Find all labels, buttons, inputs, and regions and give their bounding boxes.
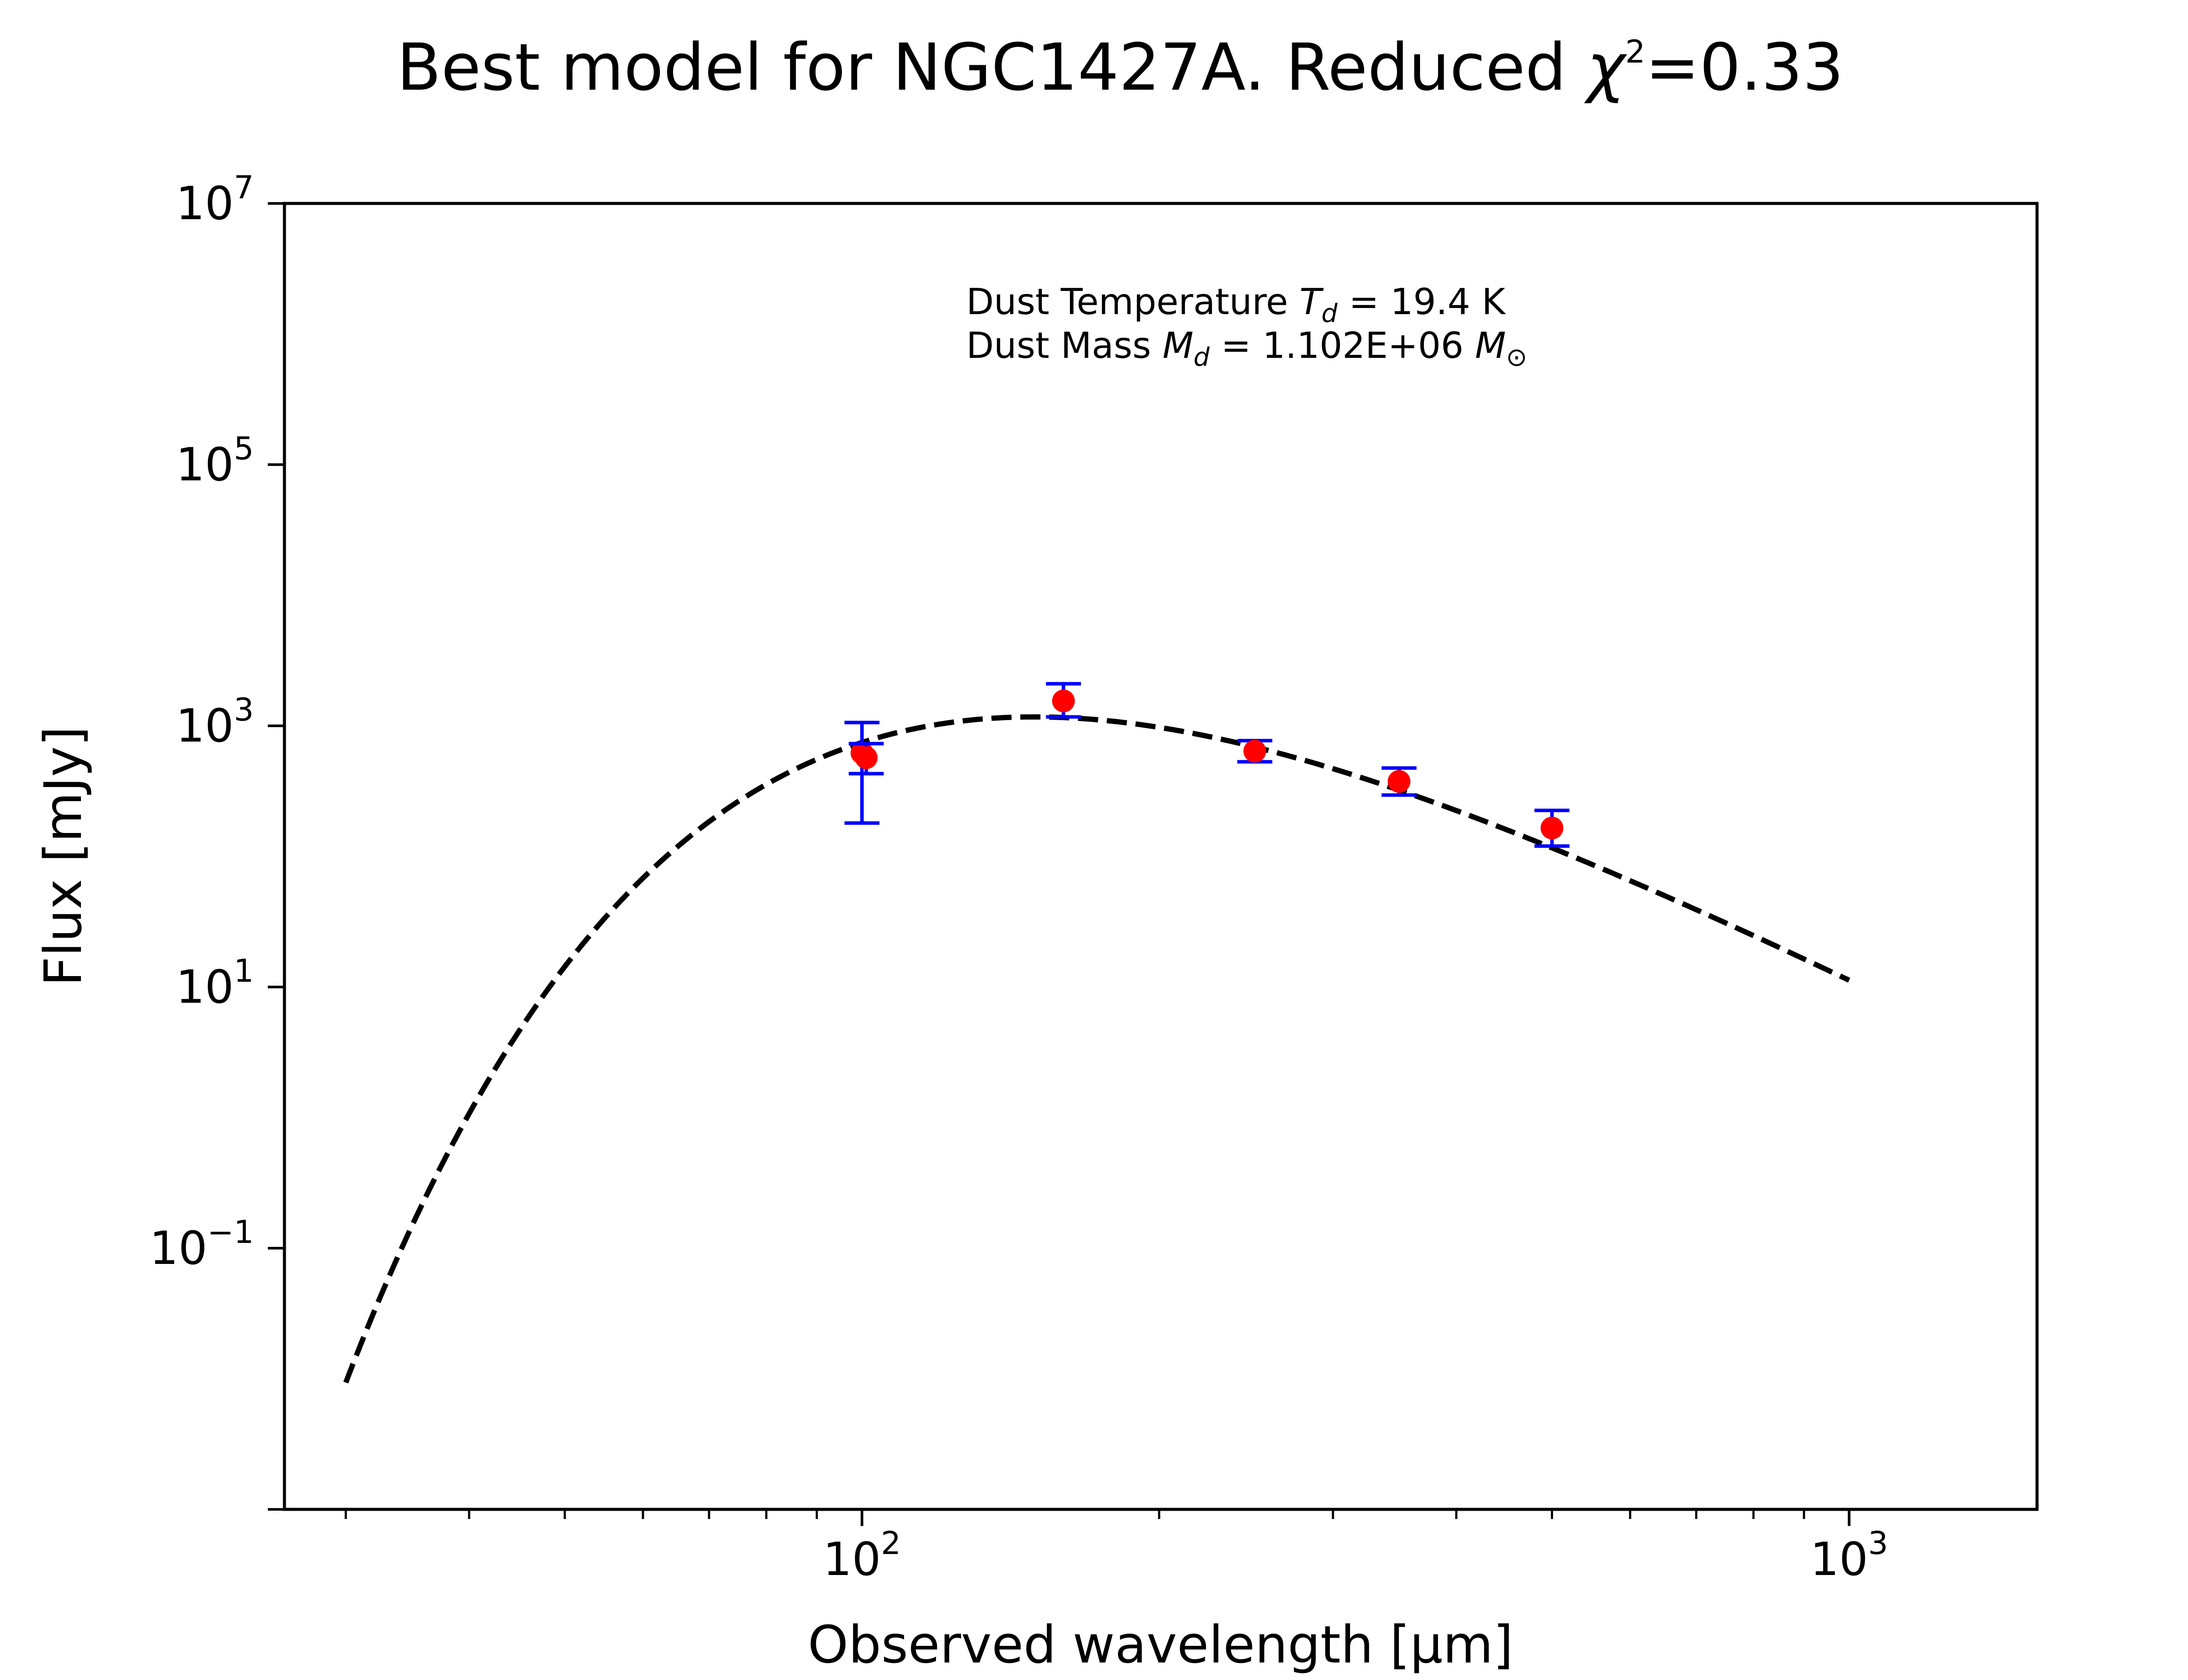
- plot-frame: [283, 202, 2039, 1511]
- x-axis-label: Observed wavelength [μm]: [808, 1614, 1513, 1675]
- y-tick-label: 101: [176, 952, 254, 1014]
- y-tick-label: 10−1: [150, 1214, 254, 1275]
- data-marker: [855, 746, 878, 769]
- y-tick-label: 105: [176, 430, 254, 491]
- chart-title: Best model for NGC1427A. Reduced χ2=0.33: [397, 30, 1844, 105]
- annotation-dust-temperature: Dust Temperature Td = 19.4 K: [966, 281, 1506, 328]
- data-point: [1237, 738, 1273, 764]
- x-tick-label: 102: [823, 1525, 901, 1586]
- data-marker: [1388, 770, 1411, 793]
- axes: 102 103 107 105 103 101 10−1: [150, 169, 1888, 1586]
- plot-area: [343, 682, 1851, 1384]
- data-point: [1534, 808, 1570, 848]
- data-point: [1046, 682, 1081, 719]
- y-axis-label: Flux [mJy]: [33, 726, 93, 986]
- data-marker: [1243, 739, 1266, 763]
- data-point: [1382, 766, 1417, 797]
- y-tick-label: 107: [176, 169, 254, 230]
- data-point: [849, 742, 884, 776]
- data-marker: [1540, 816, 1564, 840]
- data-marker: [1052, 690, 1075, 713]
- annotation-dust-mass: Dust Mass Md = 1.102E+06 M⊙: [966, 325, 1527, 372]
- model-curve: [343, 714, 1851, 1384]
- y-tick-label: 103: [176, 691, 254, 752]
- x-tick-label: 103: [1810, 1525, 1888, 1586]
